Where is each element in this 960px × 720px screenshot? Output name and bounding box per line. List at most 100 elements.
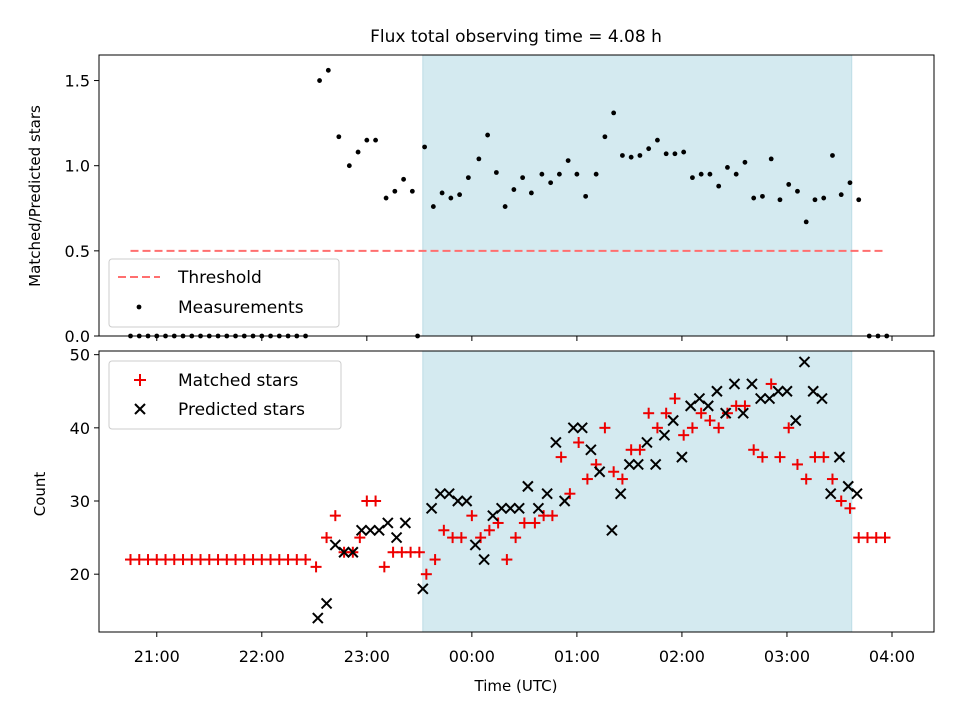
measurement-point	[493, 170, 499, 175]
matched-star-point	[555, 451, 567, 463]
y-tick-label: 50	[70, 346, 90, 365]
matched-star-point	[643, 407, 655, 419]
predicted-star-point	[693, 392, 706, 405]
predicted-legend-label: Predicted stars	[178, 400, 305, 420]
predicted-star-stroke-b	[541, 487, 553, 500]
predicted-star-stroke-b	[585, 444, 597, 456]
matched-legend-label: Matched stars	[178, 371, 298, 391]
predicted-star-point	[576, 422, 588, 434]
measurement-point	[637, 153, 643, 158]
predicted-star-point	[833, 451, 846, 463]
measurement-point	[760, 193, 765, 199]
predicted-star-stroke-b	[452, 495, 464, 507]
predicted-star-stroke-b	[693, 392, 706, 405]
predicted-star-stroke-b	[781, 385, 793, 397]
matched-star-point	[420, 568, 432, 580]
predicted-star-point	[606, 524, 618, 536]
matched-star-point	[518, 517, 530, 529]
measurement-point	[430, 204, 436, 209]
predicted-star-stroke-b	[504, 502, 517, 515]
top-observing-window	[422, 54, 853, 337]
matched-star-point	[455, 532, 467, 544]
predicted-star-point	[452, 495, 464, 507]
predicted-star-point	[312, 612, 324, 624]
predicted-star-point	[711, 385, 723, 397]
predicted-star-stroke-b	[746, 378, 758, 390]
matched-star-point	[634, 444, 646, 456]
bottom-x-axis: 21:00 22:00 23:00 00:00 01:00 02:00 03:00 04:00	[134, 632, 915, 666]
predicted-star-stroke-b	[737, 407, 749, 419]
matched-star-point	[573, 436, 585, 448]
top-x-axis	[156, 336, 893, 341]
predicted-star-stroke-b	[478, 553, 490, 566]
predicted-star-point	[373, 524, 385, 536]
predicted-star-stroke-b	[347, 546, 359, 558]
matched-star-point	[429, 554, 441, 566]
measurement-point	[611, 110, 617, 116]
predicted-star-stroke-b	[649, 458, 662, 471]
matched-star-point	[616, 473, 628, 485]
x-tick-label: 21:00	[134, 647, 180, 666]
predicted-star-stroke-b	[825, 487, 837, 500]
bottom-legend-box	[108, 360, 342, 430]
predicted-star-point	[658, 429, 671, 441]
predicted-star-point	[684, 400, 697, 412]
measurement-point	[346, 163, 352, 169]
predicted-star-point	[754, 392, 767, 405]
predicted-star-stroke-b	[772, 385, 784, 397]
predicted-star-point	[623, 458, 636, 471]
predicted-star-point	[737, 407, 749, 419]
predicted-star-point	[614, 487, 627, 500]
predicted-star-stroke-b	[851, 487, 863, 500]
predicted-star-stroke-b	[790, 414, 802, 427]
measurement-point	[847, 180, 853, 186]
predicted-star-point	[567, 422, 580, 434]
predicted-star-point	[632, 458, 644, 471]
y-tick-label: 40	[70, 419, 90, 438]
matched-star-point	[835, 495, 847, 507]
predicted-star-point	[746, 378, 758, 390]
predicted-star-point	[495, 502, 508, 515]
measurement-point	[751, 195, 757, 201]
predicted-star-stroke-b	[676, 451, 688, 463]
x-tick-label: 22:00	[239, 647, 285, 666]
predicted-star-point	[460, 495, 473, 507]
matched-star-point	[721, 407, 733, 419]
y-tick-label: 1.5	[65, 72, 90, 91]
predicted-star-stroke-b	[614, 487, 627, 500]
predicted-star-point	[513, 502, 525, 515]
y-tick-label: 0.5	[65, 242, 90, 261]
top-plot-frame	[98, 54, 935, 337]
predicted-star-point	[487, 509, 499, 522]
predicted-star-stroke-b	[816, 392, 828, 405]
measurement-point	[583, 193, 589, 199]
matched-star-point	[310, 561, 322, 573]
matched-star-point	[501, 554, 513, 566]
predicted-star-stroke-b	[593, 466, 606, 478]
predicted-star-point	[320, 597, 333, 610]
predicted-star-stroke-b	[558, 495, 571, 507]
x-tick-label: 23:00	[344, 647, 390, 666]
matched-star-point	[783, 422, 795, 434]
measurement-point	[777, 197, 783, 203]
measurements-legend-label: Measurements	[178, 298, 304, 318]
predicted-star-point	[425, 502, 438, 515]
bottom-observing-window	[422, 350, 853, 633]
matched-star-point	[756, 451, 768, 463]
matched-star-point	[791, 458, 803, 470]
predicted-star-stroke-b	[522, 480, 534, 493]
predicted-star-stroke-b	[623, 458, 636, 471]
predicted-star-point	[469, 539, 482, 551]
predicted-star-point	[364, 524, 377, 536]
measurement-point	[401, 176, 406, 182]
predicted-star-point	[504, 502, 517, 515]
matched-star-point	[704, 415, 716, 427]
predicted-star-point	[355, 524, 368, 536]
matched-star-point	[321, 532, 333, 544]
predicted-star-stroke-b	[329, 539, 342, 551]
measurement-point	[383, 195, 389, 201]
predicted-star-point	[390, 531, 403, 544]
predicted-star-stroke-b	[763, 392, 776, 405]
matched-star-point	[599, 422, 611, 434]
predicted-star-point	[702, 400, 714, 412]
